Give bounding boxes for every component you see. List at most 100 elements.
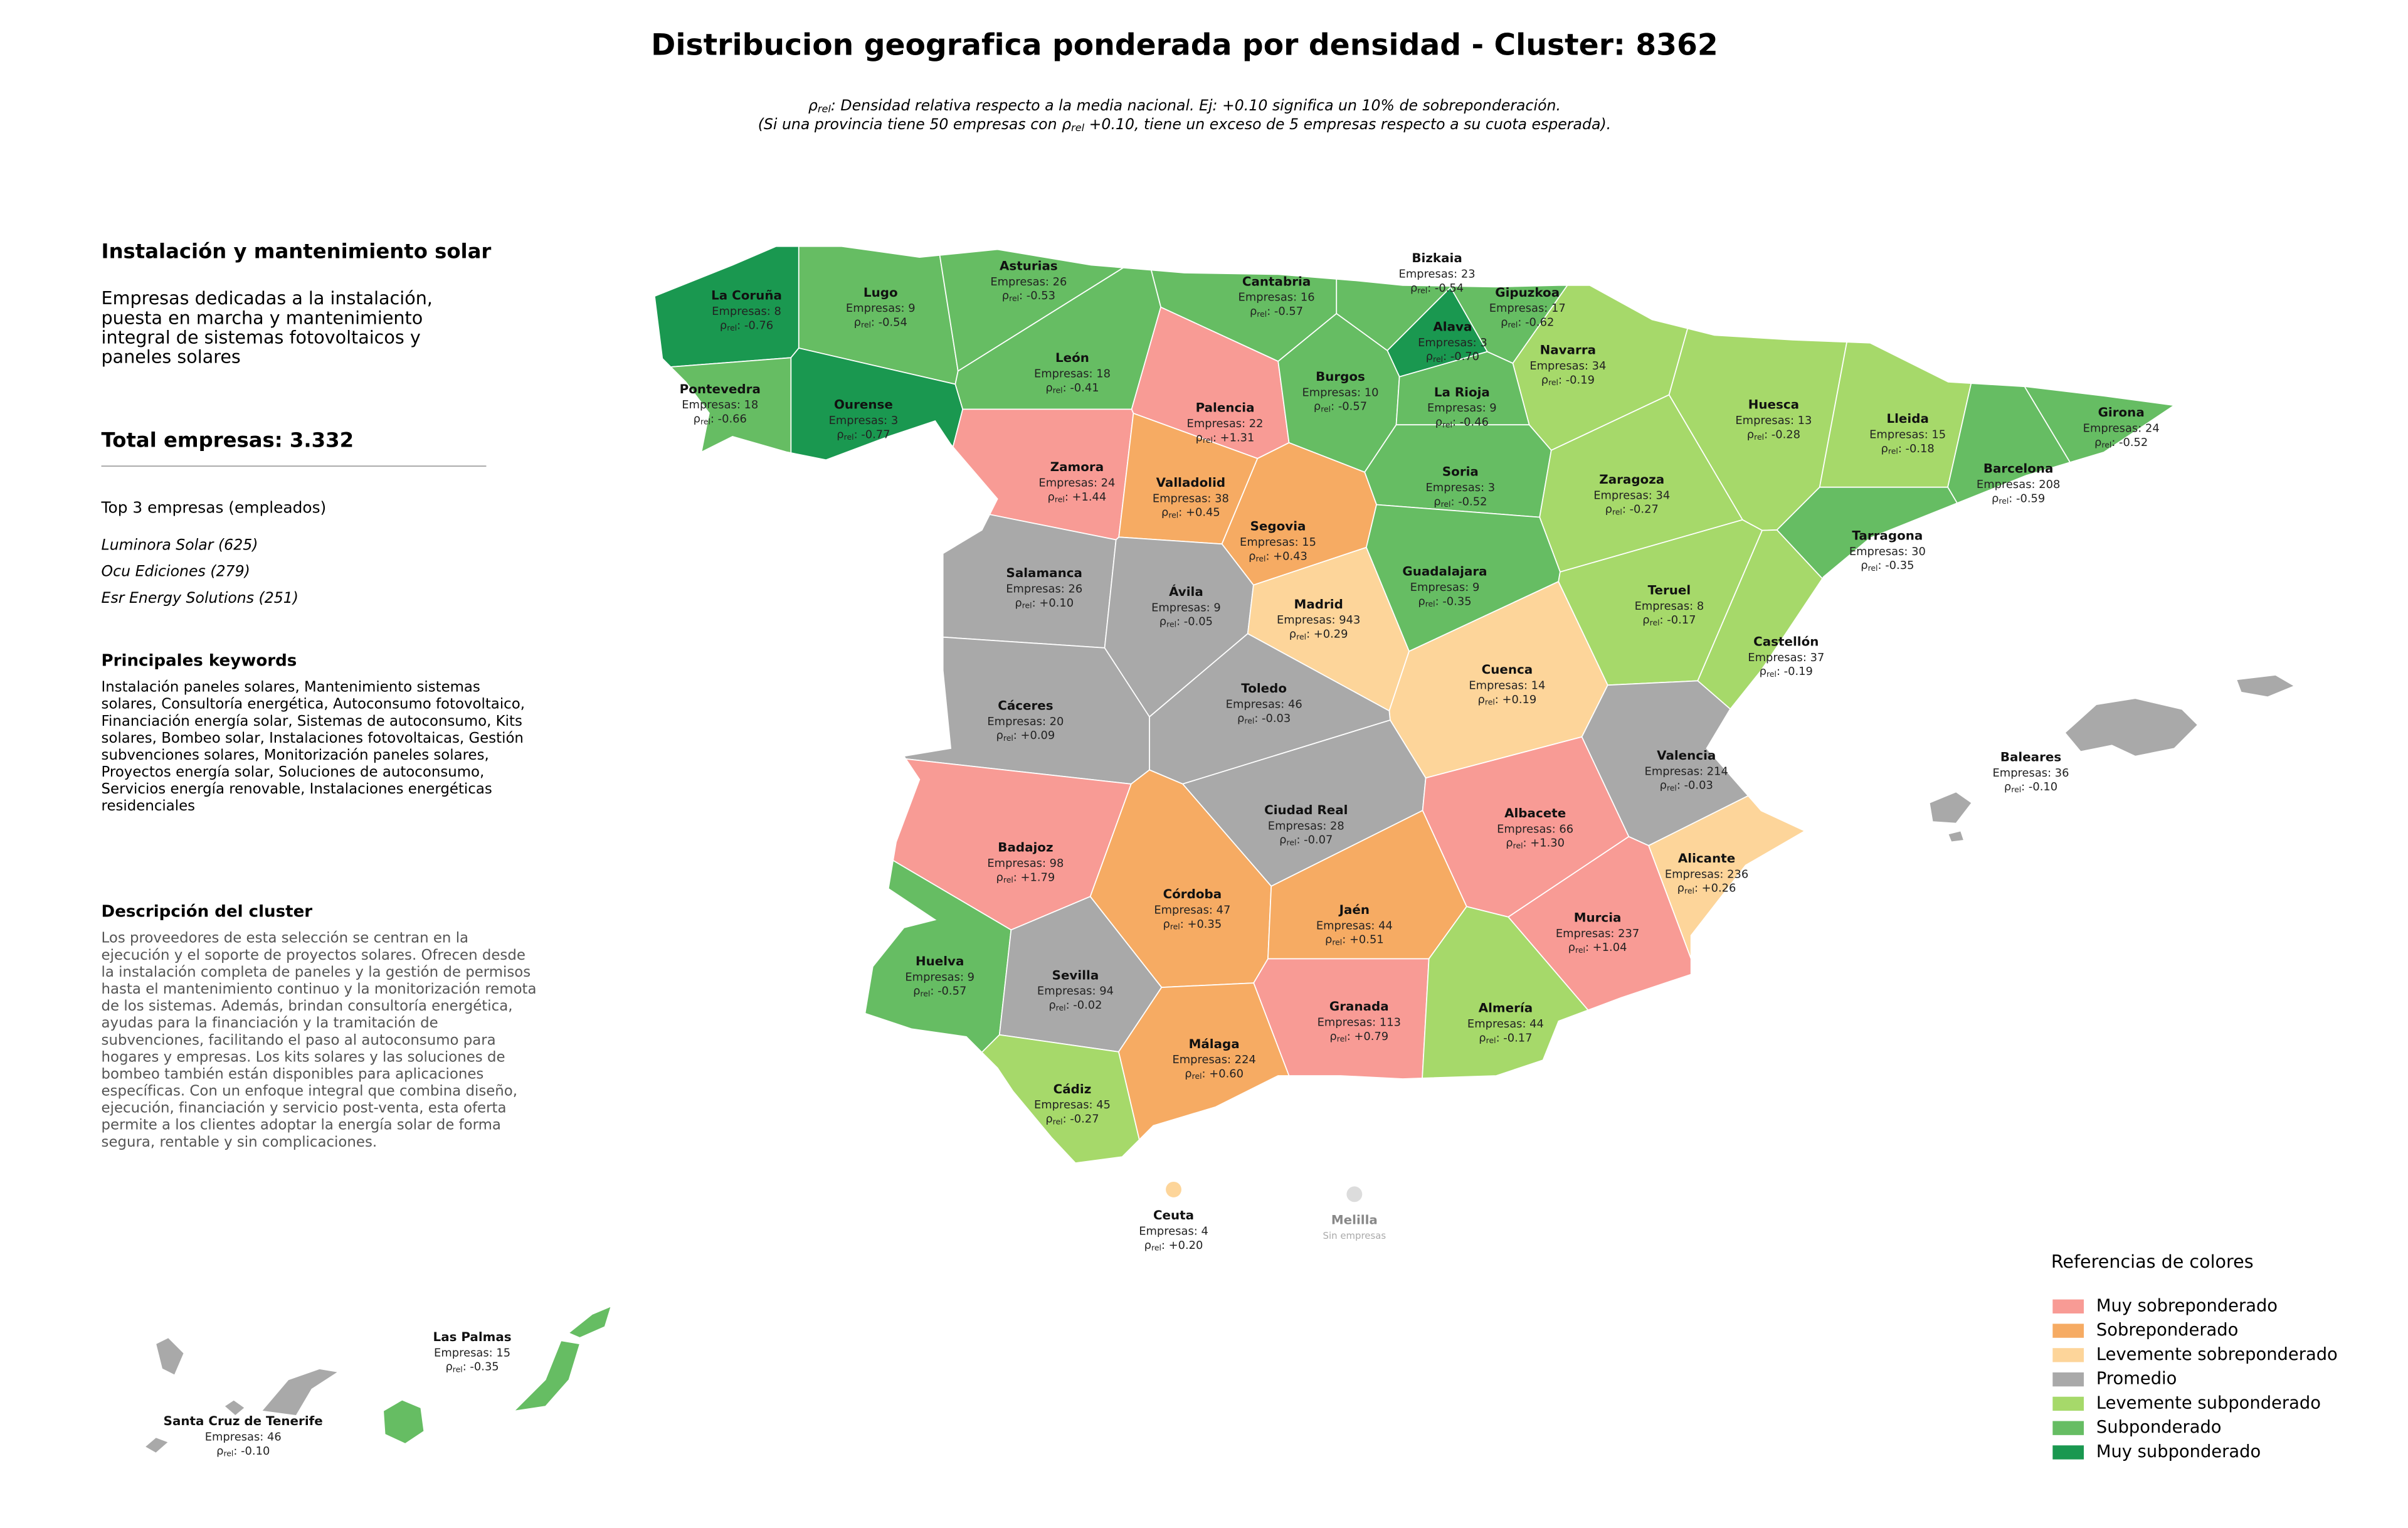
province-companies: Empresas: 17 (1489, 302, 1566, 315)
keywords-line: Instalación paneles solares, Mantenimien… (102, 679, 480, 696)
description-title: Descripción del cluster (102, 902, 313, 921)
rho-value: : -0.05 (1176, 615, 1213, 629)
rho-symbol: ρ (2094, 436, 2101, 449)
rho-value: : -0.46 (1452, 416, 1489, 429)
legend-label: Subponderado (2096, 1418, 2222, 1437)
province (1507, 836, 1692, 1011)
province-name: Alava (1433, 319, 1472, 334)
province-rho: ρrel: +0.20 (1144, 1239, 1203, 1252)
rho-sub: rel (1009, 293, 1019, 302)
rho-symbol: ρ (1159, 615, 1166, 629)
province-companies: Empresas: 113 (1318, 1016, 1401, 1029)
rho-value: : +0.45 (1178, 506, 1220, 519)
rho-symbol: ρ (1418, 595, 1425, 608)
province-name: Tarragona (1852, 528, 1923, 543)
legend-label: Muy sobreponderado (2096, 1296, 2278, 1315)
rho-sub: rel (1999, 496, 2009, 506)
panel-summary: paneles solares (102, 346, 241, 367)
province-companies: Empresas: 44 (1467, 1017, 1544, 1031)
province-companies: Empresas: 208 (1977, 478, 2060, 491)
province-companies: Empresas: 94 (1037, 985, 1114, 998)
province-companies: Empresas: 9 (1410, 581, 1480, 594)
rho-value: : -0.57 (930, 985, 966, 998)
panel-summary: integral de sistemas fotovoltaicos y (102, 326, 421, 348)
province-name: Valladolid (1156, 475, 1225, 490)
rho-sub: rel (1442, 420, 1452, 429)
panel-summary: puesta en marcha y mantenimiento (102, 307, 423, 328)
province-rho: ρrel: +1.04 (1568, 941, 1627, 954)
province-name: León (1055, 351, 1089, 365)
keywords-line: solares, Bombeo solar, Instalaciones fot… (102, 730, 524, 746)
province (2236, 674, 2295, 698)
rho-value: : +1.44 (1065, 491, 1106, 504)
rho-symbol: ρ (1045, 381, 1052, 395)
rho-sub: rel (1425, 599, 1435, 608)
rho-symbol: ρ (1045, 1113, 1052, 1126)
province-name: Valencia (1657, 748, 1716, 763)
rho-symbol: ρ (1015, 597, 1022, 610)
province-rho: ρrel: -0.05 (1159, 615, 1213, 629)
description-line: segura, rentable y sin complicaciones. (102, 1134, 378, 1150)
province-rho: ρrel: -0.66 (694, 413, 747, 426)
province-name: Palencia (1196, 401, 1255, 415)
rho-value: : +0.29 (1306, 628, 1348, 641)
province-rho: ρrel: -0.35 (1861, 559, 1914, 572)
rho-sub: rel (1053, 385, 1063, 395)
province-rho: ρrel: +0.19 (1478, 693, 1537, 706)
note: (Si una provincia tiene 50 empresas con … (758, 115, 1611, 133)
province-name: Guadalajara (1402, 565, 1487, 579)
province-name: Cádiz (1054, 1082, 1092, 1096)
rho-sub: rel (1168, 510, 1178, 519)
province-companies: Empresas: 943 (1277, 613, 1360, 627)
rho-sub: rel (1433, 354, 1443, 363)
province (383, 1399, 425, 1445)
province-rho: ρrel: -0.57 (1250, 305, 1303, 318)
rho-sub: rel (1296, 632, 1306, 641)
rho-sub: rel (1766, 669, 1777, 678)
province-companies: Empresas: 34 (1593, 489, 1670, 502)
province-companies: Empresas: 8 (712, 305, 781, 318)
rho-sub: rel (727, 323, 737, 332)
province-name: Ávila (1169, 585, 1203, 599)
rho-value: : -0.17 (1496, 1031, 1533, 1044)
rho-value: : +1.04 (1585, 941, 1627, 954)
rho-symbol: ρ (1314, 400, 1321, 413)
rho-value: : -0.03 (1677, 779, 1713, 792)
keywords-title: Principales keywords (102, 651, 297, 670)
rho-symbol: ρ (1861, 559, 1867, 572)
legend-swatch (2052, 1348, 2084, 1362)
rho-sub: rel (1650, 617, 1660, 627)
province-name: Segovia (1250, 519, 1306, 534)
province-name: Navarra (1540, 343, 1596, 358)
rho-sub: rel (1888, 446, 1898, 455)
legend-swatch (2052, 1445, 2084, 1460)
province-rho: ρrel: -0.18 (1881, 442, 1935, 455)
rho-sub: rel (1003, 875, 1013, 884)
rho-symbol: ρ (1237, 712, 1244, 725)
rho-symbol: ρ (1760, 665, 1766, 678)
rho-value: : -0.27 (1063, 1113, 1099, 1126)
rho-value: : -0.18 (1898, 442, 1935, 455)
rho-symbol: ρ (837, 428, 843, 441)
legend-swatch (2052, 1299, 2084, 1314)
legend-swatch (2052, 1372, 2084, 1387)
province-name: Lugo (863, 285, 898, 300)
province-companies: Empresas: 18 (682, 398, 758, 411)
rho-value: : +0.20 (1161, 1239, 1203, 1252)
province-rho: ρrel: -0.02 (1048, 999, 1102, 1012)
province-rho: ρrel: -0.70 (1426, 350, 1479, 363)
rho-sub: rel (1684, 886, 1694, 895)
rho-sub: rel (1256, 554, 1266, 563)
province-companies: Empresas: 26 (1006, 583, 1082, 596)
panel-summary: Empresas dedicadas a la instalación, (102, 287, 433, 309)
province-rho: ρrel: -0.10 (216, 1445, 270, 1458)
rho-sub: rel (1022, 600, 1032, 610)
rho-value: : -0.28 (1764, 428, 1800, 441)
rho-symbol: ρ (1642, 613, 1649, 627)
rho-symbol: ρ (1506, 837, 1513, 850)
province-rho: ρrel: +0.79 (1329, 1030, 1388, 1043)
keywords-line: residenciales (102, 798, 196, 814)
province-companies: Empresas: 3 (829, 414, 899, 427)
province-companies: Empresas: 10 (1302, 386, 1378, 399)
province-name: Lleida (1886, 411, 1928, 426)
